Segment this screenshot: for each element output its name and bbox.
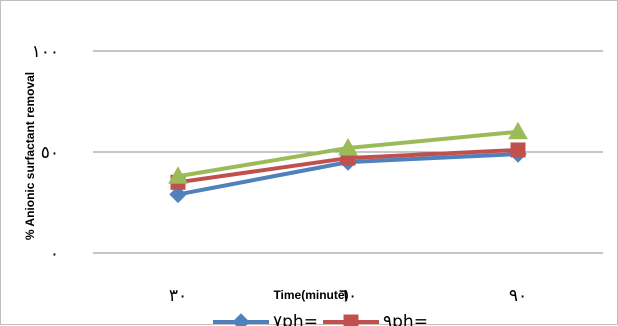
series <box>169 123 527 203</box>
y-tick-label: ٥٠ <box>41 143 59 163</box>
x-tick-label: ٣٠ <box>169 286 187 306</box>
y-tick-label: ٠ <box>50 244 59 264</box>
legend-label: ٩ph= <box>383 312 428 326</box>
data-point <box>233 314 249 326</box>
gridlines <box>93 51 603 152</box>
x-axis-title: Time(minute) <box>273 288 348 302</box>
legend-item-2: ٩ph= <box>323 312 428 326</box>
legend-label: ٧ph= <box>273 312 318 326</box>
legend-item-1: ٧ph= <box>213 312 318 326</box>
y-tick-label: ١٠٠ <box>32 42 59 62</box>
data-point <box>511 143 525 157</box>
y-axis-title: % Anionic surfactant removal <box>23 72 37 240</box>
data-point <box>344 315 358 326</box>
x-tick-label: ٩٠ <box>509 286 527 306</box>
legend: ٧ph= ٩ph= <box>213 312 428 326</box>
